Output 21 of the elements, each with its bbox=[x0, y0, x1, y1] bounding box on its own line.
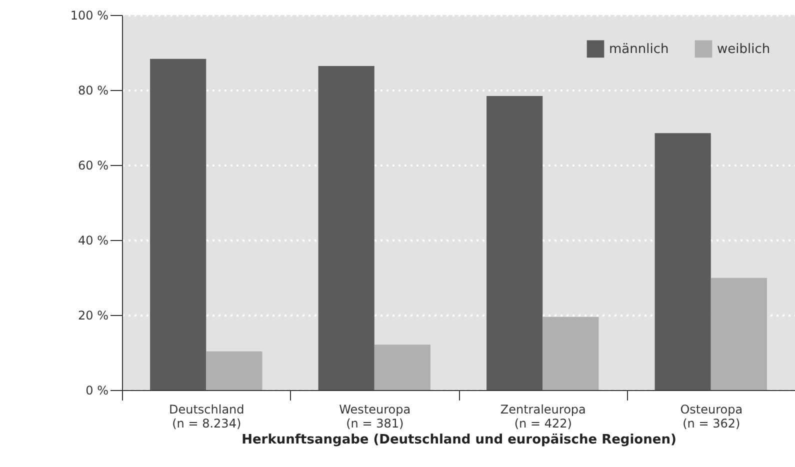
bar bbox=[486, 96, 543, 390]
y-tick-label: 40 % bbox=[78, 234, 108, 248]
y-tick-label: 20 % bbox=[78, 308, 108, 322]
bar bbox=[542, 316, 599, 390]
bar bbox=[150, 58, 206, 390]
bar bbox=[710, 278, 767, 390]
x-tick-label: Westeuropa (n = 381) bbox=[339, 402, 411, 430]
bar bbox=[374, 344, 430, 390]
bar bbox=[206, 351, 262, 390]
legend-label: weiblich bbox=[717, 42, 770, 57]
y-tick-label: 80 % bbox=[78, 84, 108, 98]
legend-label: männlich bbox=[609, 42, 669, 57]
y-tick-label: 100 % bbox=[70, 8, 108, 22]
x-axis-title: Herkunftsangabe (Deutschland und europäische Regionen) bbox=[242, 432, 676, 448]
x-tick-label: Zentraleuropa (n = 422) bbox=[500, 402, 586, 430]
y-tick-label: 0 % bbox=[86, 384, 108, 398]
bar bbox=[318, 66, 374, 390]
x-tick-label: Osteuropa (n = 362) bbox=[680, 402, 743, 430]
y-tick-label: 60 % bbox=[78, 158, 108, 172]
bar bbox=[654, 133, 711, 390]
x-tick-label: Deutschland (n = 8.234) bbox=[168, 402, 244, 430]
